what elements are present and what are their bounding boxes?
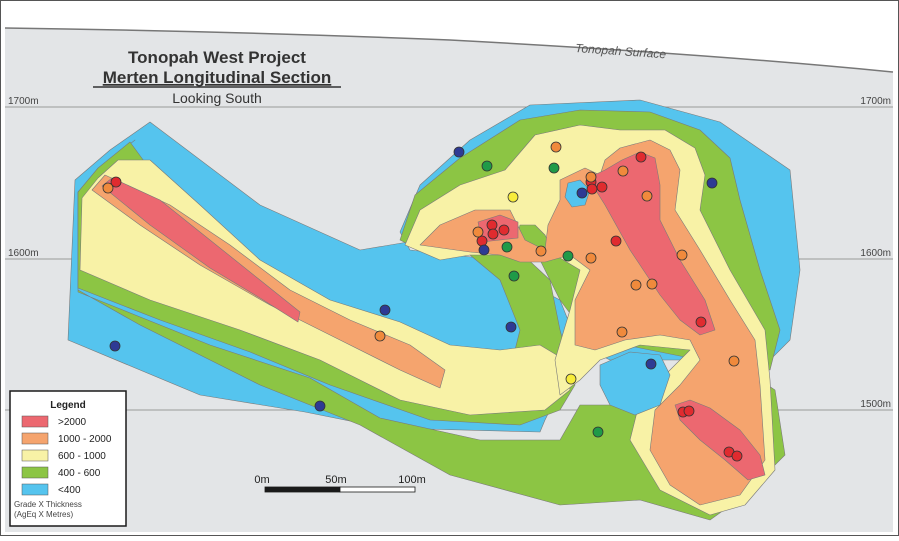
drill-hole-red xyxy=(683,405,695,417)
drill-hole-blue xyxy=(453,146,465,158)
drill-holes xyxy=(102,141,743,462)
scale-label-50: 50m xyxy=(325,474,346,486)
drill-hole-red xyxy=(586,183,598,195)
drill-hole-blue xyxy=(109,340,121,352)
legend-swatch-600-1000 xyxy=(21,449,49,462)
drill-hole-orange xyxy=(646,278,658,290)
elevation-label-right-1700: 1700m xyxy=(860,96,891,107)
elevation-label-right-1600: 1600m xyxy=(860,248,891,259)
elevation-label-left-1600: 1600m xyxy=(8,248,39,259)
zone-600-1000 xyxy=(79,159,571,416)
drill-hole-orange xyxy=(585,171,597,183)
drill-hole-blue xyxy=(706,177,718,189)
legend-title: Legend xyxy=(50,400,86,411)
drill-hole-green xyxy=(481,160,493,172)
legend-swatch-400-600 xyxy=(21,466,49,479)
drill-hole-green xyxy=(548,162,560,174)
scale-bar-segment-black xyxy=(264,486,341,493)
legend-label-1000-2000: 1000 - 2000 xyxy=(58,434,112,445)
drill-hole-orange xyxy=(472,226,484,238)
scale-bar: 0m 50m 100m xyxy=(254,474,426,493)
title-line-2: Merten Longitudinal Section xyxy=(103,68,332,87)
drill-hole-red xyxy=(610,235,622,247)
zone-gt2000-north xyxy=(587,151,716,336)
legend-label-lt400: <400 xyxy=(58,485,81,496)
drill-hole-orange xyxy=(728,355,740,367)
legend-note-line-2: (AgEq X Metres) xyxy=(14,510,73,519)
drill-hole-orange xyxy=(374,330,386,342)
drill-hole-orange xyxy=(102,182,114,194)
zone-gt2000-west xyxy=(101,177,301,323)
elevation-label-right-1500: 1500m xyxy=(860,399,891,410)
elevation-label-left-1700: 1700m xyxy=(8,96,39,107)
title-line-3: Looking South xyxy=(172,90,262,106)
drill-hole-red xyxy=(498,224,510,236)
title-line-1: Tonopah West Project xyxy=(128,48,306,67)
drill-hole-orange xyxy=(616,326,628,338)
drill-hole-orange xyxy=(585,252,597,264)
legend-note-line-1: Grade X Thickness xyxy=(14,500,82,509)
legend-label-gt2000: >2000 xyxy=(58,417,87,428)
legend: Legend >2000 1000 - 2000 600 - 1000 400 … xyxy=(9,390,127,527)
drill-hole-blue xyxy=(645,358,657,370)
drill-hole-yellow xyxy=(565,373,577,385)
surface-label: Tonopah Surface xyxy=(575,41,667,61)
drill-hole-red xyxy=(635,151,647,163)
legend-label-600-1000: 600 - 1000 xyxy=(58,451,106,462)
drill-hole-red xyxy=(487,228,499,240)
scale-bar-segment-white xyxy=(339,486,416,493)
drill-hole-orange xyxy=(550,141,562,153)
drill-hole-yellow xyxy=(507,191,519,203)
legend-swatch-gt2000 xyxy=(21,415,49,428)
drill-hole-red xyxy=(731,450,743,462)
drill-hole-blue xyxy=(576,187,588,199)
legend-swatch-lt400 xyxy=(21,483,49,496)
drill-hole-orange xyxy=(630,279,642,291)
drill-hole-blue xyxy=(505,321,517,333)
drill-hole-orange xyxy=(676,249,688,261)
legend-swatch-1000-2000 xyxy=(21,432,49,445)
drill-hole-red xyxy=(695,316,707,328)
scale-label-100: 100m xyxy=(398,474,426,486)
surface-line xyxy=(4,27,894,73)
drill-hole-green xyxy=(592,426,604,438)
drill-hole-red xyxy=(486,219,498,231)
zone-gt2000-south xyxy=(674,399,766,481)
legend-label-400-600: 400 - 600 xyxy=(58,468,101,479)
drill-hole-red xyxy=(596,181,608,193)
drill-hole-blue xyxy=(379,304,391,316)
drill-hole-green xyxy=(508,270,520,282)
scale-label-0: 0m xyxy=(254,474,269,486)
drill-hole-blue xyxy=(314,400,326,412)
drill-hole-red xyxy=(476,235,488,247)
drill-hole-orange xyxy=(617,165,629,177)
drill-hole-green xyxy=(562,250,574,262)
drill-hole-red xyxy=(110,176,122,188)
drill-hole-blue xyxy=(478,244,490,256)
drill-hole-orange xyxy=(641,190,653,202)
drill-hole-green xyxy=(501,241,513,253)
drill-hole-orange xyxy=(535,245,547,257)
